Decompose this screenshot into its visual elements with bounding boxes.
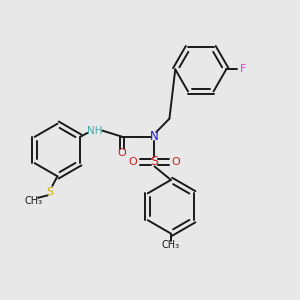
Text: S: S [151,155,158,168]
Text: F: F [239,64,246,74]
Text: N: N [150,130,159,143]
Text: CH₃: CH₃ [25,196,43,206]
Text: O: O [129,157,137,167]
Text: NH: NH [87,126,103,136]
Text: O: O [172,157,180,167]
Text: O: O [117,148,126,158]
Text: CH₃: CH₃ [162,240,180,250]
Text: S: S [46,187,53,197]
